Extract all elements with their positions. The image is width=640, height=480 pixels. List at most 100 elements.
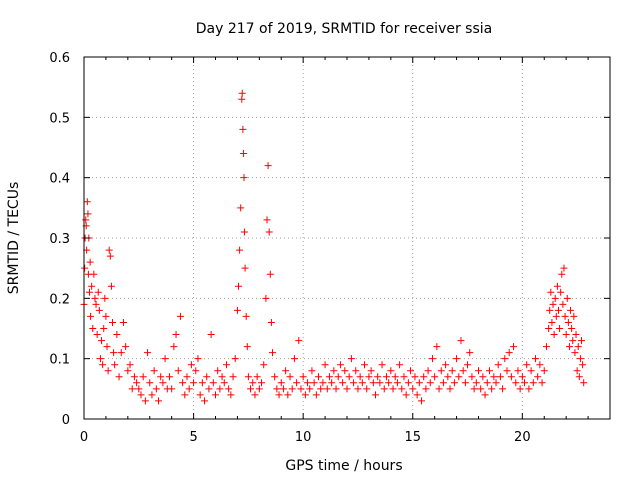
data-point (367, 367, 375, 375)
y-axis-title: SRMTID / TECUs (6, 182, 22, 295)
data-point (105, 246, 113, 254)
data-point (466, 349, 474, 357)
y-tick-label: 0.3 (49, 232, 70, 247)
y-tick-label: 0.4 (49, 172, 70, 187)
data-point (527, 367, 535, 375)
data-point (442, 361, 450, 369)
data-point (556, 325, 564, 332)
data-point (247, 385, 255, 393)
data-point (501, 355, 509, 363)
data-point (260, 361, 268, 369)
data-point (253, 373, 261, 381)
data-point (356, 373, 364, 381)
data-point (81, 264, 89, 272)
data-point (124, 367, 132, 375)
data-point (108, 318, 116, 326)
data-point (106, 252, 114, 260)
data-point (304, 379, 312, 387)
data-point (550, 331, 558, 339)
data-point (150, 367, 158, 375)
data-point (144, 349, 152, 357)
data-point (334, 373, 342, 381)
data-point (282, 367, 290, 375)
data-point (560, 264, 568, 272)
data-point (494, 361, 502, 369)
data-point (578, 337, 586, 345)
data-point (263, 216, 271, 224)
data-point (242, 312, 250, 320)
data-point (317, 385, 325, 393)
data-point (87, 312, 95, 320)
x-tick-label: 15 (404, 430, 421, 445)
data-point (404, 379, 412, 387)
data-point (100, 325, 108, 332)
data-point (227, 391, 235, 399)
data-point (243, 343, 251, 351)
data-point (402, 391, 410, 399)
data-point (574, 343, 582, 351)
grid-layer (84, 57, 610, 419)
data-point (568, 325, 576, 332)
data-point (93, 331, 101, 339)
data-point (299, 373, 307, 381)
data-point (459, 367, 467, 375)
data-point (548, 318, 556, 326)
data-point (236, 246, 244, 254)
data-point (479, 373, 487, 381)
data-point (86, 258, 94, 266)
data-point (89, 325, 97, 332)
data-point (194, 355, 202, 363)
y-tick-label: 0 (62, 413, 70, 428)
data-point (95, 306, 103, 314)
data-point (455, 373, 463, 381)
y-tick-label: 0.2 (49, 292, 70, 307)
data-point (183, 373, 191, 381)
y-tick-label: 0.5 (49, 111, 70, 126)
y-tick-labels: 0 0.1 0.2 0.3 0.4 0.5 0.6 (49, 51, 70, 428)
data-point (297, 385, 305, 393)
data-point (477, 385, 485, 393)
data-point (113, 331, 121, 339)
data-point (446, 385, 454, 393)
data-point (265, 228, 273, 236)
data-point (345, 373, 353, 381)
data-point (325, 373, 333, 381)
data-point (231, 355, 239, 363)
data-point (181, 391, 189, 399)
data-point (233, 306, 241, 314)
data-point (196, 391, 204, 399)
data-point (110, 349, 118, 357)
data-point (380, 385, 388, 393)
data-point (92, 300, 100, 308)
data-point (295, 337, 303, 345)
data-point (547, 288, 555, 296)
data-point (90, 270, 98, 278)
data-point (94, 288, 102, 296)
data-point (241, 264, 249, 272)
data-point (552, 312, 560, 320)
data-point (461, 379, 469, 387)
data-point (319, 379, 327, 387)
data-point (516, 385, 524, 393)
data-point (418, 397, 426, 405)
data-point (137, 391, 145, 399)
data-point (470, 385, 478, 393)
data-point (271, 373, 279, 381)
data-point (192, 367, 200, 375)
data-point (448, 367, 456, 375)
data-point (229, 373, 237, 381)
data-point (546, 306, 554, 314)
data-point (385, 379, 393, 387)
data-point (268, 349, 276, 357)
data-point (534, 373, 542, 381)
data-point (187, 361, 195, 369)
data-point (572, 331, 580, 339)
data-point (205, 385, 213, 393)
data-point (350, 379, 358, 387)
y-tick-label: 0.6 (49, 51, 70, 66)
data-point (159, 379, 167, 387)
data-point (579, 361, 587, 369)
data-point (212, 391, 219, 399)
data-point (240, 228, 248, 236)
data-point (267, 318, 275, 326)
